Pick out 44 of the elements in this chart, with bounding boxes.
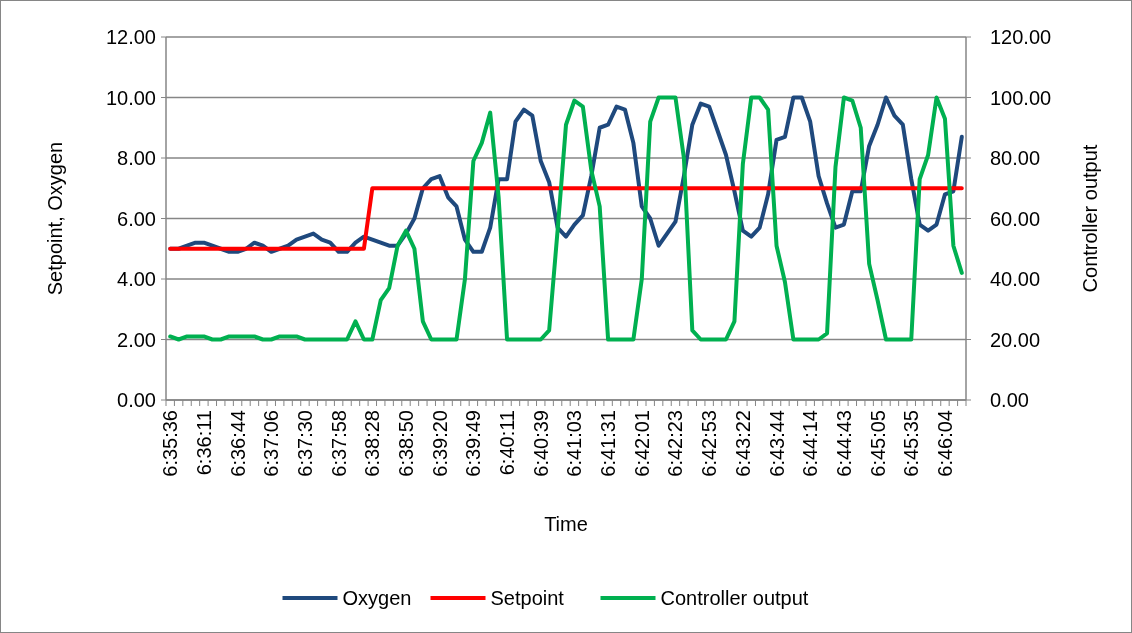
legend-label: Controller output: [660, 587, 809, 609]
y-tick-label: 12.00: [105, 26, 156, 48]
x-tick-label: 6:38:50: [395, 410, 417, 477]
y2-tick-label: 100.00: [990, 86, 1052, 109]
x-tick-label: 6:41:31: [597, 410, 620, 477]
y-tick-label: 6.00: [117, 207, 156, 230]
x-tick-label: 6:46:04: [933, 410, 956, 477]
legend-label: Setpoint: [490, 587, 565, 609]
x-tick-label: 6:36:11: [192, 410, 215, 476]
x-tick-label: 6:40:11: [496, 410, 519, 476]
x-tick-label: 6:43:22: [731, 410, 754, 477]
y2-tick-label: 40.00: [990, 268, 1041, 290]
y-tick-label: 10.00: [105, 86, 156, 109]
x-tick-label: 6:44:14: [799, 410, 822, 477]
x-tick-label: 6:37:30: [293, 410, 316, 477]
y2-tick-label: 20.00: [990, 328, 1041, 351]
x-tick-label: 6:37:06: [260, 410, 283, 477]
legend-label: Oxygen: [342, 587, 412, 609]
x-tick-label: 6:42:23: [664, 410, 687, 477]
y2-axis-title: Controller output: [1079, 144, 1101, 293]
y-tick-label: 8.00: [117, 147, 156, 169]
x-tick-label: 6:38:28: [361, 410, 384, 477]
x-tick-label: 6:37:58: [327, 410, 350, 477]
x-tick-label: 6:41:03: [563, 410, 586, 477]
x-tick-label: 6:42:01: [630, 410, 653, 477]
y-axis-title: Setpoint, Oxygen: [44, 141, 66, 296]
x-tick-label: 6:39:20: [428, 410, 451, 477]
y-tick-label: 2.00: [117, 328, 156, 351]
x-tick-label: 6:39:49: [462, 410, 485, 477]
y2-tick-label: 120.00: [990, 26, 1052, 48]
x-tick-label: 6:44:43: [832, 410, 855, 477]
x-axis-title: Time: [544, 513, 588, 535]
x-tick-label: 6:45:05: [866, 410, 889, 477]
x-tick-label: 6:40:39: [529, 410, 552, 477]
y2-tick-label: 80.00: [990, 147, 1041, 169]
y-tick-label: 0.00: [117, 389, 156, 411]
x-tick-label: 6:42:53: [698, 410, 721, 477]
x-tick-label: 6:36:44: [226, 410, 249, 477]
x-tick-label: 6:43:44: [765, 410, 788, 477]
y2-tick-label: 0.00: [990, 389, 1029, 411]
y2-tick-label: 60.00: [990, 207, 1041, 230]
x-tick-label: 6:45:35: [900, 410, 923, 477]
x-tick-label: 6:35:36: [159, 410, 182, 477]
y-tick-label: 4.00: [117, 268, 156, 290]
